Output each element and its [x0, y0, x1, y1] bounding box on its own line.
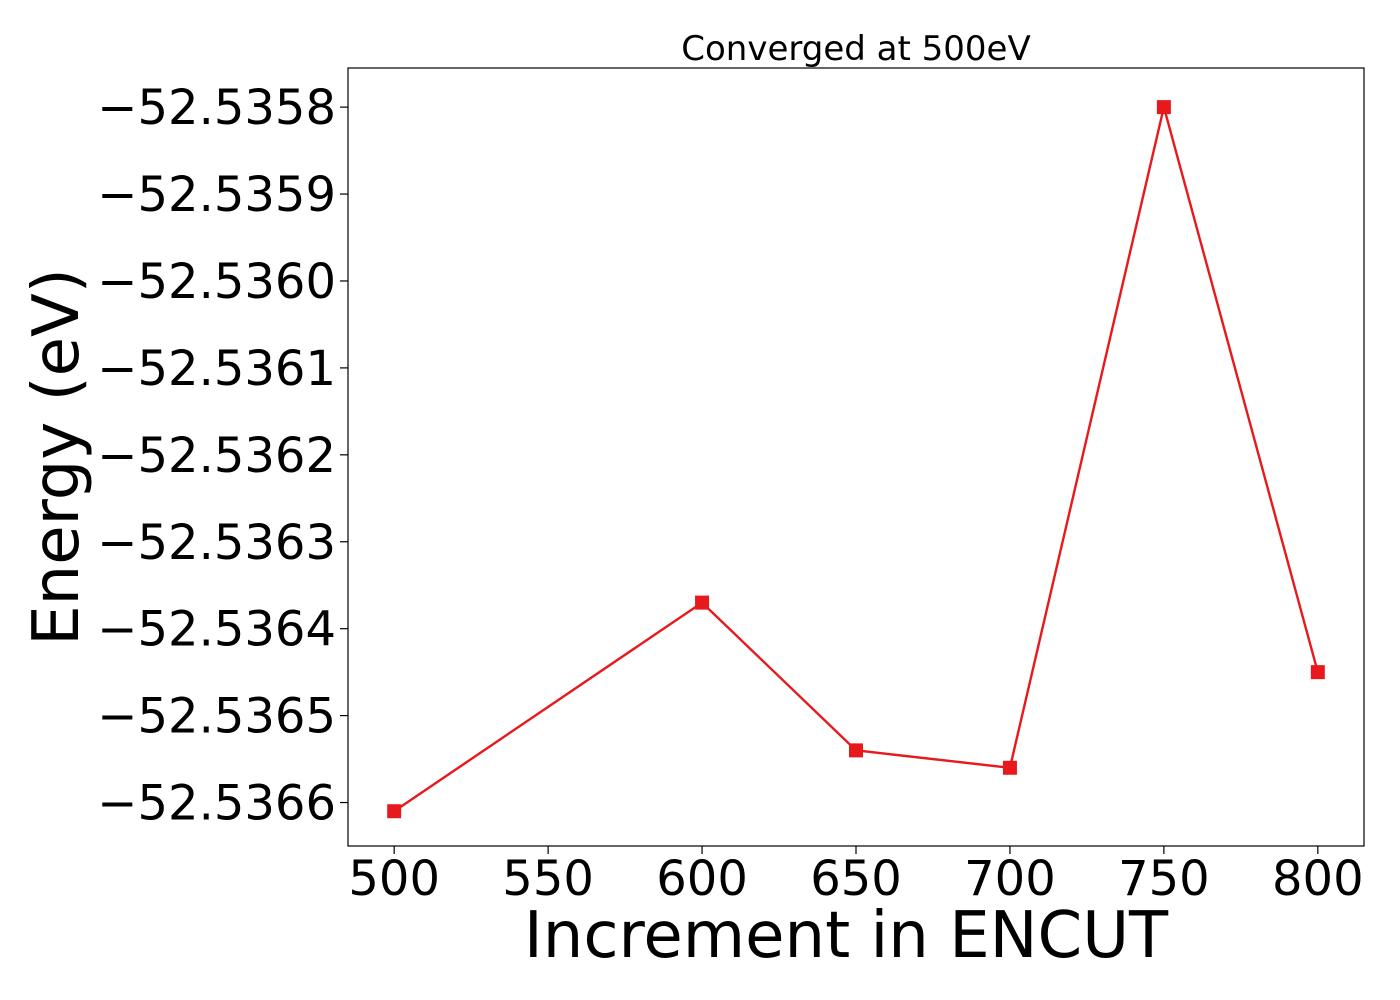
y-tick-label: −52.5359 [97, 167, 336, 223]
data-point-marker [1310, 665, 1325, 680]
data-point-marker [387, 804, 402, 819]
x-tick-label: 800 [1272, 851, 1364, 907]
data-series [387, 100, 1325, 819]
y-tick-label: −52.5360 [97, 254, 336, 310]
x-tick-label: 750 [1118, 851, 1210, 907]
x-tick-label: 600 [656, 851, 748, 907]
y-axis: −52.5358 −52.5359 −52.5360 −52.5361 −52.5362… [97, 80, 348, 832]
data-point-marker [1156, 100, 1171, 115]
data-point-marker [695, 595, 710, 610]
y-tick-label: −52.5364 [97, 602, 336, 658]
y-axis-label: Energy (eV) [20, 268, 94, 646]
x-tick-label: 550 [502, 851, 594, 907]
x-axis: 500 550 600 650 700 750 800 [348, 846, 1364, 907]
x-axis-label: Increment in ENCUT [524, 899, 1169, 973]
y-tick-label: −52.5358 [97, 80, 336, 136]
y-tick-label: −52.5366 [97, 776, 336, 832]
y-tick-label: −52.5363 [97, 515, 336, 571]
y-tick-label: −52.5361 [97, 341, 336, 397]
y-tick-label: −52.5362 [97, 428, 336, 484]
plot-area [347, 67, 1365, 847]
x-tick-label: 700 [964, 851, 1056, 907]
y-tick-label: −52.5365 [97, 689, 336, 745]
data-point-marker [1002, 760, 1017, 775]
data-point-marker [849, 743, 863, 758]
chart-title: Converged at 500eV [681, 29, 1030, 69]
series-line [393, 106, 1319, 813]
x-tick-label: 500 [348, 851, 440, 907]
x-tick-label: 650 [810, 851, 902, 907]
